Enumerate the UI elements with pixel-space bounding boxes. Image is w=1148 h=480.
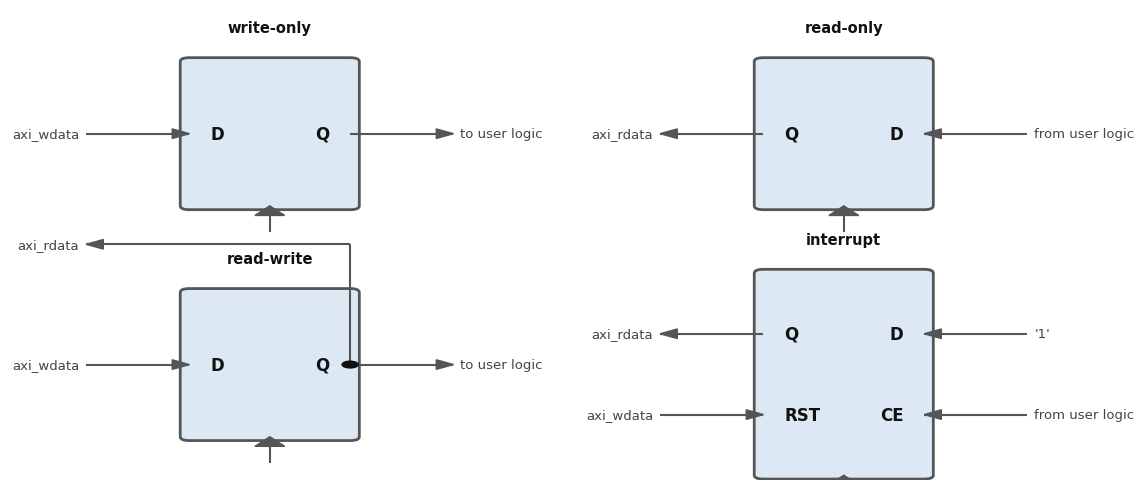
Text: '1': '1'	[1034, 327, 1050, 341]
Text: axi_wdata: axi_wdata	[11, 128, 79, 141]
Text: interrupt: interrupt	[806, 232, 882, 247]
Text: RST: RST	[784, 406, 820, 424]
Text: to user logic: to user logic	[460, 358, 543, 372]
FancyBboxPatch shape	[180, 289, 359, 441]
Circle shape	[342, 361, 358, 368]
Polygon shape	[829, 475, 859, 480]
Text: axi_rdata: axi_rdata	[591, 128, 653, 141]
Polygon shape	[660, 329, 677, 339]
Polygon shape	[924, 130, 941, 139]
Polygon shape	[255, 437, 285, 446]
Polygon shape	[86, 240, 103, 250]
Polygon shape	[924, 410, 941, 420]
Text: from user logic: from user logic	[1034, 128, 1134, 141]
Text: axi_wdata: axi_wdata	[585, 408, 653, 421]
Text: CE: CE	[879, 406, 903, 424]
FancyBboxPatch shape	[754, 270, 933, 479]
Text: D: D	[210, 125, 224, 144]
Polygon shape	[172, 360, 189, 370]
Text: D: D	[890, 125, 903, 144]
Polygon shape	[829, 206, 859, 216]
Text: D: D	[890, 325, 903, 343]
FancyBboxPatch shape	[180, 59, 359, 210]
FancyBboxPatch shape	[754, 59, 933, 210]
Text: axi_wdata: axi_wdata	[11, 358, 79, 372]
Text: Q: Q	[784, 125, 798, 144]
Text: read-only: read-only	[805, 21, 883, 36]
Text: write-only: write-only	[227, 21, 312, 36]
Text: from user logic: from user logic	[1034, 408, 1134, 421]
Polygon shape	[924, 329, 941, 339]
Polygon shape	[660, 130, 677, 139]
Text: Q: Q	[316, 356, 329, 374]
Polygon shape	[255, 206, 285, 216]
Polygon shape	[746, 410, 763, 420]
Text: Q: Q	[316, 125, 329, 144]
Polygon shape	[436, 130, 453, 139]
Text: axi_rdata: axi_rdata	[591, 327, 653, 341]
Text: axi_rdata: axi_rdata	[17, 238, 79, 252]
Text: to user logic: to user logic	[460, 128, 543, 141]
Text: Q: Q	[784, 325, 798, 343]
Text: D: D	[210, 356, 224, 374]
Text: read-write: read-write	[226, 252, 313, 266]
Polygon shape	[436, 360, 453, 370]
Polygon shape	[172, 130, 189, 139]
